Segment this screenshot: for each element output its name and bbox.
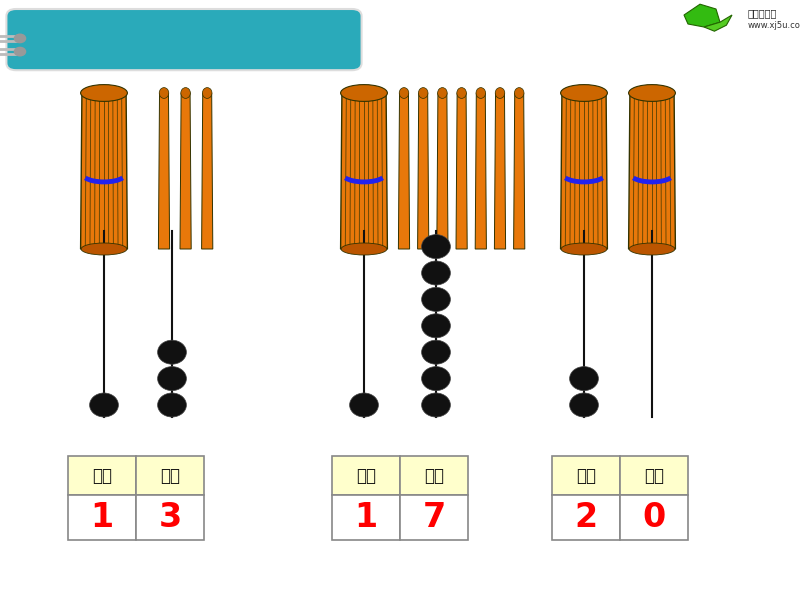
Polygon shape (202, 93, 213, 249)
Ellipse shape (457, 88, 466, 98)
Ellipse shape (561, 85, 607, 101)
FancyBboxPatch shape (136, 456, 204, 495)
Text: 1: 1 (354, 501, 378, 534)
Ellipse shape (158, 340, 186, 364)
Ellipse shape (629, 85, 675, 101)
Polygon shape (494, 93, 506, 249)
FancyBboxPatch shape (552, 456, 620, 495)
Ellipse shape (422, 287, 450, 311)
Polygon shape (514, 93, 525, 249)
Polygon shape (704, 15, 732, 31)
Ellipse shape (418, 88, 428, 98)
Ellipse shape (81, 85, 127, 101)
FancyBboxPatch shape (6, 9, 362, 70)
Ellipse shape (495, 88, 505, 98)
Ellipse shape (422, 235, 450, 259)
Polygon shape (629, 93, 675, 249)
Ellipse shape (476, 88, 486, 98)
Polygon shape (475, 93, 486, 249)
Ellipse shape (158, 367, 186, 391)
Ellipse shape (422, 340, 450, 364)
Text: www.xj5u.com: www.xj5u.com (748, 20, 800, 29)
Circle shape (14, 47, 26, 56)
Ellipse shape (159, 88, 169, 98)
Circle shape (14, 34, 26, 43)
Ellipse shape (341, 85, 387, 101)
Ellipse shape (514, 88, 524, 98)
Text: 2: 2 (574, 501, 598, 534)
Ellipse shape (570, 367, 598, 391)
Text: 3: 3 (158, 501, 182, 534)
Ellipse shape (341, 243, 387, 255)
Ellipse shape (422, 261, 450, 285)
Polygon shape (456, 93, 467, 249)
Text: 小学资源网: 小学资源网 (748, 8, 778, 18)
Ellipse shape (158, 393, 186, 417)
Ellipse shape (81, 243, 127, 255)
Polygon shape (398, 93, 410, 249)
FancyBboxPatch shape (620, 495, 688, 540)
Text: 个位: 个位 (424, 467, 444, 485)
Polygon shape (81, 93, 127, 249)
FancyBboxPatch shape (332, 456, 400, 495)
Ellipse shape (422, 393, 450, 417)
Text: 十位: 十位 (92, 467, 112, 485)
Text: 十位: 十位 (356, 467, 376, 485)
FancyBboxPatch shape (136, 495, 204, 540)
Polygon shape (180, 93, 191, 249)
Ellipse shape (202, 88, 212, 98)
Text: 1: 1 (90, 501, 114, 534)
Ellipse shape (422, 314, 450, 338)
FancyBboxPatch shape (332, 495, 400, 540)
FancyBboxPatch shape (68, 456, 136, 495)
Ellipse shape (181, 88, 190, 98)
Ellipse shape (422, 367, 450, 391)
Ellipse shape (570, 393, 598, 417)
Ellipse shape (350, 393, 378, 417)
Text: 7: 7 (422, 501, 446, 534)
Text: 0: 0 (642, 501, 666, 534)
FancyBboxPatch shape (400, 456, 468, 495)
FancyBboxPatch shape (552, 495, 620, 540)
Ellipse shape (90, 393, 118, 417)
Text: 十位: 十位 (576, 467, 596, 485)
Ellipse shape (629, 243, 675, 255)
Polygon shape (341, 93, 387, 249)
Ellipse shape (561, 243, 607, 255)
Polygon shape (684, 4, 720, 27)
Text: 个位: 个位 (644, 467, 664, 485)
FancyBboxPatch shape (68, 495, 136, 540)
Ellipse shape (438, 88, 447, 98)
Polygon shape (437, 93, 448, 249)
Polygon shape (418, 93, 429, 249)
FancyBboxPatch shape (620, 456, 688, 495)
Polygon shape (561, 93, 607, 249)
Text: 个位: 个位 (160, 467, 180, 485)
FancyBboxPatch shape (400, 495, 468, 540)
Polygon shape (158, 93, 170, 249)
Ellipse shape (399, 88, 409, 98)
